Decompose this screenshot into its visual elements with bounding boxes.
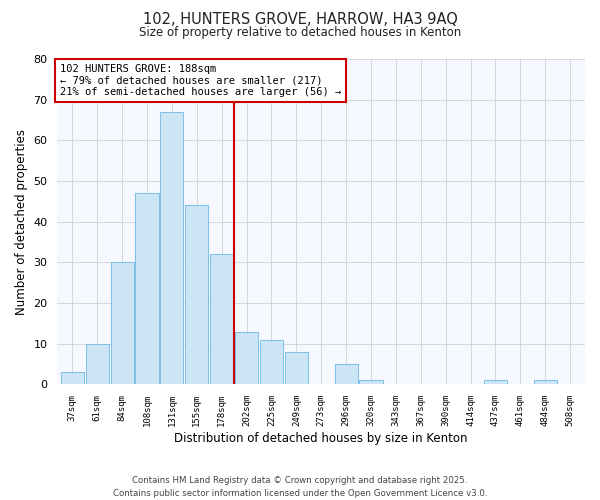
Bar bbox=[210, 254, 233, 384]
Bar bbox=[235, 332, 258, 384]
Bar bbox=[136, 194, 158, 384]
Bar bbox=[335, 364, 358, 384]
Bar bbox=[533, 380, 557, 384]
Bar bbox=[86, 344, 109, 385]
X-axis label: Distribution of detached houses by size in Kenton: Distribution of detached houses by size … bbox=[175, 432, 468, 445]
Bar bbox=[160, 112, 184, 384]
Y-axis label: Number of detached properties: Number of detached properties bbox=[15, 128, 28, 314]
Bar bbox=[285, 352, 308, 384]
Text: Contains HM Land Registry data © Crown copyright and database right 2025.
Contai: Contains HM Land Registry data © Crown c… bbox=[113, 476, 487, 498]
Bar bbox=[110, 262, 134, 384]
Bar bbox=[61, 372, 84, 384]
Bar bbox=[359, 380, 383, 384]
Text: 102, HUNTERS GROVE, HARROW, HA3 9AQ: 102, HUNTERS GROVE, HARROW, HA3 9AQ bbox=[143, 12, 457, 28]
Bar bbox=[185, 206, 208, 384]
Bar bbox=[260, 340, 283, 384]
Text: 102 HUNTERS GROVE: 188sqm
← 79% of detached houses are smaller (217)
21% of semi: 102 HUNTERS GROVE: 188sqm ← 79% of detac… bbox=[60, 64, 341, 97]
Bar bbox=[484, 380, 507, 384]
Text: Size of property relative to detached houses in Kenton: Size of property relative to detached ho… bbox=[139, 26, 461, 39]
